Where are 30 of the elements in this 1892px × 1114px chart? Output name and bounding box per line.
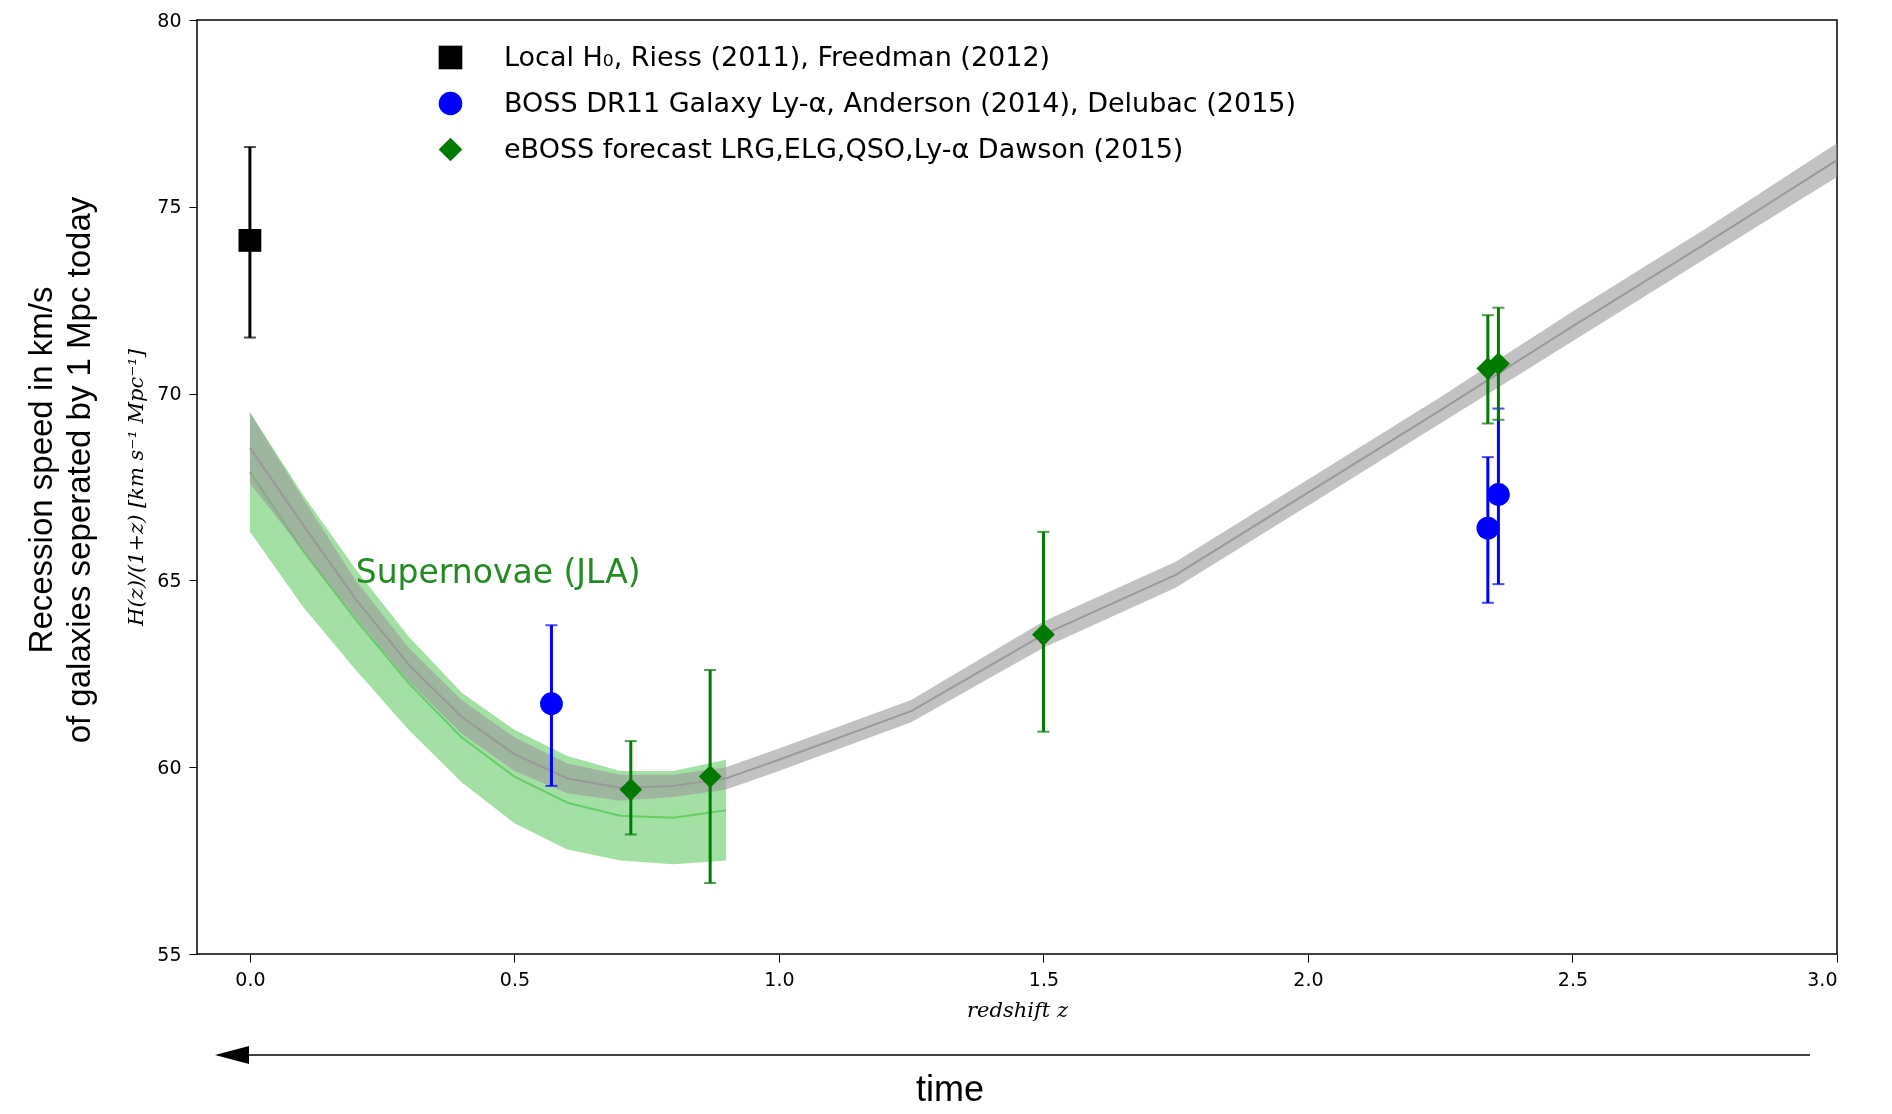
point: [619, 778, 643, 802]
point: [1487, 483, 1510, 506]
legend-label: Local H₀, Riess (2011), Freedman (2012): [504, 40, 1051, 72]
x-tick-label: 3.0: [1807, 967, 1838, 990]
x-tick-label: 1.5: [1028, 967, 1060, 990]
y-tick-label: 60: [157, 755, 182, 778]
y-tick-label: 80: [157, 8, 182, 31]
point: [1032, 623, 1055, 646]
x-tick-label: 0.5: [499, 967, 531, 990]
y-tick-label: 65: [157, 568, 182, 591]
point: [238, 229, 262, 252]
x-tick-label: 2.0: [1293, 967, 1324, 990]
y-tick-label: 55: [157, 942, 182, 965]
y-tick-label: 70: [157, 382, 182, 405]
point: [698, 765, 722, 788]
point: [1487, 352, 1510, 376]
text: Recession speed in km/s of galaxies seperated by 1 Mpc today: [22, 196, 98, 744]
text: time: [915, 1068, 985, 1110]
point: [1476, 516, 1500, 540]
x-axis-title: redshift z: [967, 997, 1069, 1022]
point: [540, 692, 563, 716]
y-tick-label: 75: [157, 195, 182, 218]
legend-label: BOSS DR11 Galaxy Ly-α, Anderson (2014), Delubac (2015): [504, 86, 1297, 118]
x-tick-label: 1.0: [764, 967, 795, 990]
y-axis-title: H(z)/(1+z) [km s⁻¹ Mpc⁻¹]: [124, 348, 149, 627]
x-tick-label: 0.0: [235, 967, 266, 990]
legend-label: eBOSS forecast LRG,ELG,QSO,Ly-α Dawson (2015): [504, 132, 1184, 164]
annotation: Supernovae (JLA): [355, 551, 641, 591]
x-tick-label: 2.5: [1557, 967, 1589, 990]
line-series: [248, 471, 728, 819]
